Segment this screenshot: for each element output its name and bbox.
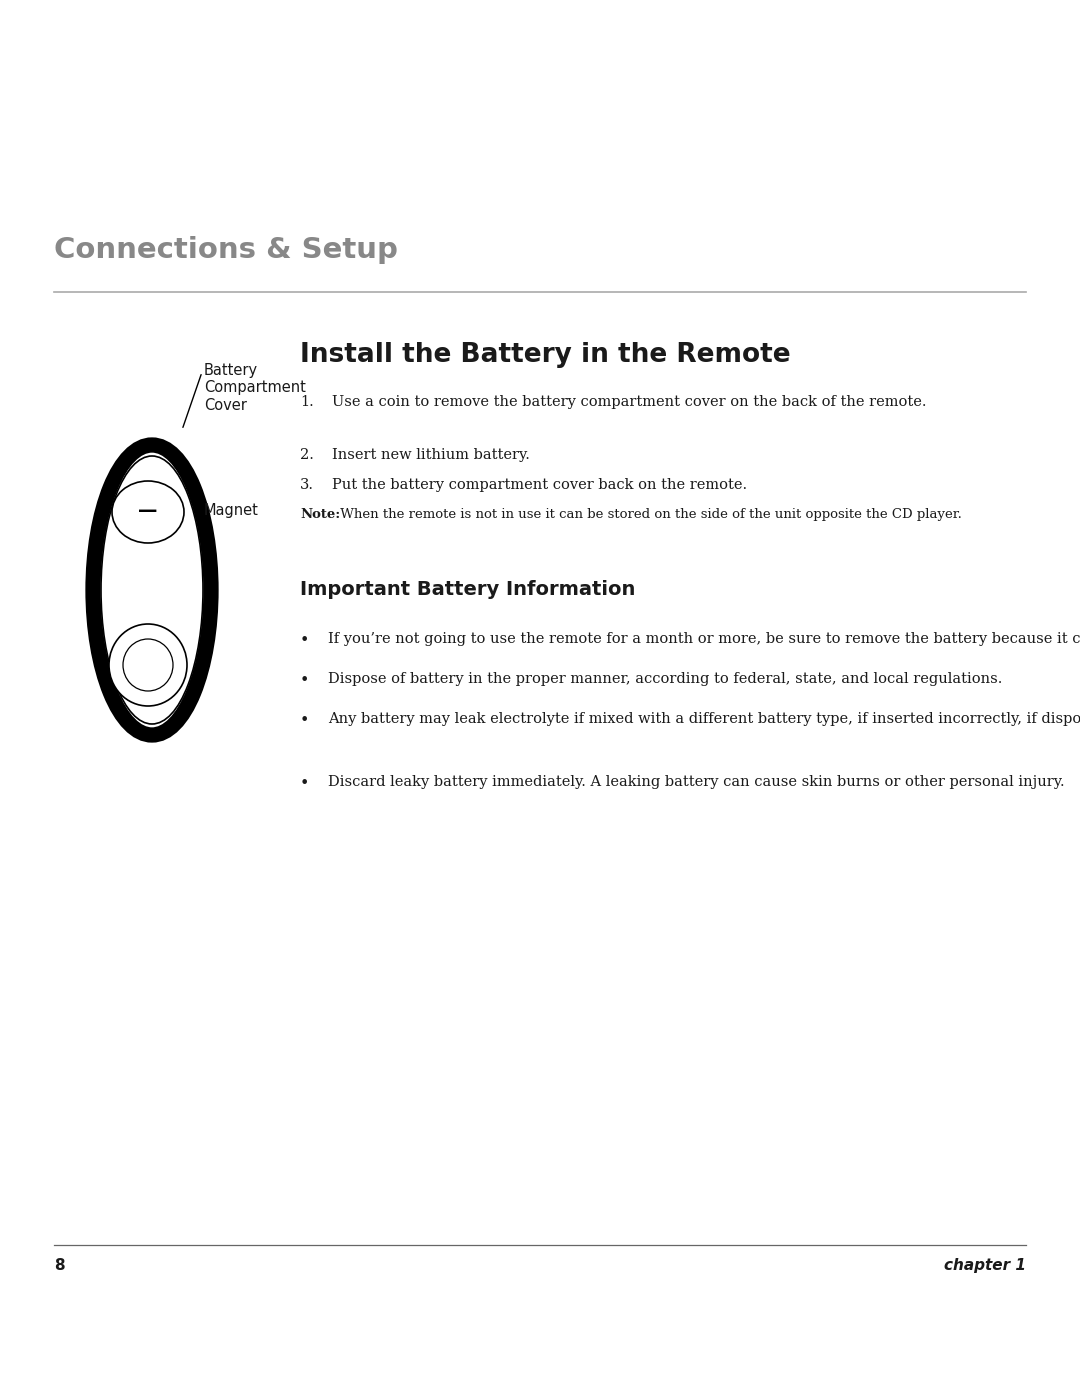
Text: Discard leaky battery immediately. A leaking battery can cause skin burns or oth: Discard leaky battery immediately. A lea… (328, 775, 1065, 789)
Text: Magnet: Magnet (204, 503, 259, 517)
Text: Use a coin to remove the battery compartment cover on the back of the remote.: Use a coin to remove the battery compart… (332, 395, 927, 409)
Text: •: • (300, 775, 309, 792)
Text: Insert new lithium battery.: Insert new lithium battery. (332, 448, 530, 462)
Text: •: • (300, 672, 309, 689)
Text: •: • (300, 712, 309, 729)
Text: Note:: Note: (300, 509, 340, 521)
Text: chapter 1: chapter 1 (944, 1259, 1026, 1273)
Text: Dispose of battery in the proper manner, according to federal, state, and local : Dispose of battery in the proper manner,… (328, 672, 1002, 686)
Text: Install the Battery in the Remote: Install the Battery in the Remote (300, 342, 791, 367)
Ellipse shape (123, 638, 173, 692)
Text: Battery
Compartment
Cover: Battery Compartment Cover (204, 363, 306, 412)
Text: 2.: 2. (300, 448, 314, 462)
Text: —: — (138, 500, 158, 520)
Text: •: • (300, 631, 309, 650)
Ellipse shape (102, 455, 203, 724)
Ellipse shape (109, 624, 187, 705)
Text: Important Battery Information: Important Battery Information (300, 580, 635, 599)
Text: If you’re not going to use the remote for a month or more, be sure to remove the: If you’re not going to use the remote fo… (328, 631, 1080, 645)
Text: Connections & Setup: Connections & Setup (54, 236, 397, 264)
Text: Put the battery compartment cover back on the remote.: Put the battery compartment cover back o… (332, 478, 747, 492)
Text: 8: 8 (54, 1259, 65, 1273)
Text: 1.: 1. (300, 395, 314, 409)
Text: 3.: 3. (300, 478, 314, 492)
Ellipse shape (93, 446, 211, 735)
Text: Any battery may leak electrolyte if mixed with a different battery type, if inse: Any battery may leak electrolyte if mixe… (328, 712, 1080, 726)
Text: When the remote is not in use it can be stored on the side of the unit opposite : When the remote is not in use it can be … (336, 509, 962, 521)
Ellipse shape (112, 481, 184, 543)
